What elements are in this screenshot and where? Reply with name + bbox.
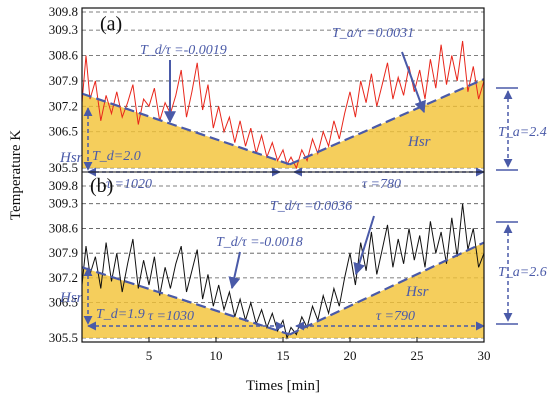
panel-a-fill-area xyxy=(82,79,484,168)
panel-a-y-tick-label: 306.5 xyxy=(49,124,78,139)
panel-a-y-tick-label: 307.2 xyxy=(49,98,78,113)
x-tick-label: 25 xyxy=(411,348,424,363)
panel-a-trend-right-arrow xyxy=(401,51,426,114)
panel-a-y-tick-label: 309.8 xyxy=(49,4,78,19)
panel-a-tau-left-label: τ =1020 xyxy=(106,177,152,192)
panel-a-hsr-right-label: Hsr xyxy=(407,134,431,150)
panel-b-label: (b) xyxy=(90,175,113,197)
x-axis-label: Times [min] xyxy=(246,378,320,394)
panel-b-y-tick-label: 306.5 xyxy=(49,295,78,310)
panel-b-y-tick-label: 305.5 xyxy=(49,330,78,345)
x-tick-label: 20 xyxy=(344,348,357,363)
panel-b-y-tick-label: 308.6 xyxy=(49,220,79,235)
panel-a-trend-left-label: T_d/τ =-0.0019 xyxy=(140,43,227,58)
panel-a-hsr-left-label: Hsr xyxy=(59,150,83,166)
panel-b-trend-left-label: T_d/τ =-0.0018 xyxy=(216,235,303,250)
x-axis-ticks: 5 10 15 20 25 30 xyxy=(146,337,491,363)
panel-b-y-tick-label: 307.2 xyxy=(49,270,78,285)
panel-b-y-tick-label: 309.8 xyxy=(49,178,78,193)
panel-b-tau-right-label: τ =790 xyxy=(376,309,415,324)
panel-b-y-tick-label: 307.9 xyxy=(49,245,78,260)
panel-b-trend-left-arrow xyxy=(228,251,241,290)
x-tick-label: 5 xyxy=(146,348,153,363)
panel-b-series-line xyxy=(81,203,485,340)
x-tick-label: 30 xyxy=(478,348,491,363)
y-axis-label: Temperature K xyxy=(8,130,24,220)
x-tick-label: 10 xyxy=(210,348,223,363)
panel-b-hsr-right-label: Hsr xyxy=(405,284,429,300)
panel-b-y-tick-label: 309.3 xyxy=(49,196,78,211)
panel-b-fill-area xyxy=(82,242,484,338)
panel-a-trend-line-left xyxy=(81,92,291,166)
panel-a-y-tick-label: 305.5 xyxy=(49,160,78,175)
panel-a-trend-line-right xyxy=(289,78,485,166)
panel-a-series-line xyxy=(81,40,485,170)
panel-a-trend-right-label: T_a/τ =0.0031 xyxy=(332,26,414,41)
panel-a-delta-label: T_d=2.0 xyxy=(92,149,141,164)
panel-b-delta-label: T_d=1.9 xyxy=(96,307,145,322)
panel-b-hsr-left-label: Hsr xyxy=(59,290,83,306)
x-tick-label: 15 xyxy=(277,348,290,363)
panel-b-rise-label: T_a=2.6 xyxy=(498,265,547,280)
panel-b-tau-left-label: τ =1030 xyxy=(148,309,194,324)
panel-a-y-tick-label: 307.9 xyxy=(49,73,78,88)
panel-b-trend-line-right xyxy=(289,241,485,336)
panel-b-trend-right-arrow xyxy=(353,215,375,276)
panel-a-y-tick-label: 309.3 xyxy=(49,22,78,37)
panel-a-label: (a) xyxy=(100,13,122,35)
panel-a-rise-label: T_a=2.4 xyxy=(498,125,547,140)
panel-b-trend-right-label: T_d/τ =0.0036 xyxy=(270,199,352,214)
panel-a-tau-right-label: τ =780 xyxy=(362,177,401,192)
panel-a-y-tick-label: 308.6 xyxy=(49,48,79,63)
